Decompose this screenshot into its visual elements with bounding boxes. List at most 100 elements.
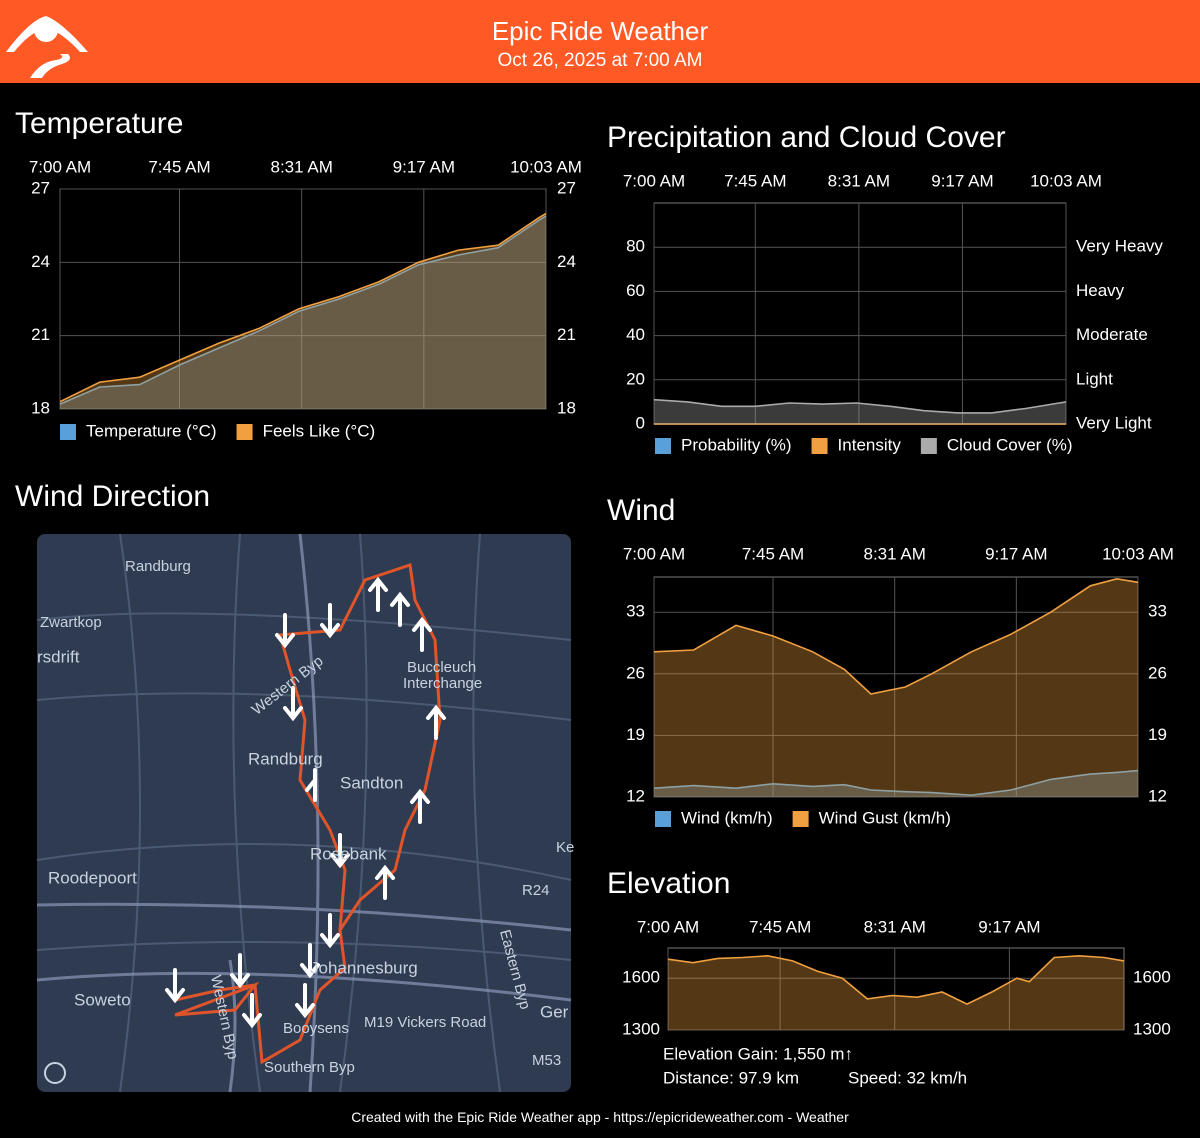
map-title: Wind Direction — [15, 480, 210, 513]
map-label: Soweto — [74, 990, 131, 1009]
area — [60, 215, 546, 409]
y2-tick-label: Very Light — [1076, 413, 1152, 432]
footer-text: Created with the Epic Ride Weather app -… — [351, 1109, 796, 1125]
y-tick-label-right: 18 — [557, 398, 576, 417]
map-label: Zwartkop — [40, 614, 102, 631]
legend-label: Intensity — [838, 435, 902, 454]
x-tick-label: 7:00 AM — [637, 917, 699, 936]
y-tick-label: 19 — [626, 725, 645, 744]
line — [653, 398, 1067, 414]
footer-brand: Weather — [796, 1109, 849, 1125]
map: Randburg Zwartkop rsdrift Buccleuch Inte… — [36, 533, 574, 1093]
x-tick-label: 9:17 AM — [978, 917, 1040, 936]
annotation: Speed: 32 km/h — [848, 1068, 967, 1087]
map-label: Randburg — [125, 558, 191, 575]
plot-area — [653, 202, 1067, 425]
x-tick-label: 7:45 AM — [724, 171, 786, 190]
map-label: Ger — [540, 1002, 569, 1021]
map-label: rsdrift — [37, 647, 80, 666]
y-tick-label: 80 — [626, 237, 645, 256]
x-tick-label: 8:31 AM — [828, 171, 890, 190]
area — [654, 399, 1066, 424]
legend-swatch — [655, 438, 671, 454]
header-bar — [0, 0, 1200, 83]
line — [653, 769, 1139, 797]
y-tick-label-right: 27 — [557, 178, 576, 197]
y-tick-label-right: 24 — [557, 252, 576, 271]
map-label: Sandton — [340, 773, 403, 792]
y-tick-label-right: 21 — [557, 325, 576, 344]
y-tick-label-right: 33 — [1148, 602, 1167, 621]
x-tick-label: 8:31 AM — [864, 917, 926, 936]
y-tick-label: 60 — [626, 281, 645, 300]
area — [668, 955, 1124, 1030]
legend-label: Probability (%) — [681, 435, 792, 454]
map-label: M19 Vickers Road — [364, 1014, 486, 1031]
y-tick-label-right: 12 — [1148, 786, 1167, 805]
x-tick-label: 8:31 AM — [270, 157, 332, 176]
y-tick-label: 18 — [31, 398, 50, 417]
annotation: Distance: 97.9 km — [663, 1068, 799, 1087]
x-tick-label: 7:45 AM — [742, 544, 804, 563]
legend-item: Cloud Cover (%) — [920, 435, 1073, 454]
y-tick-label: 24 — [31, 252, 50, 271]
y2-tick-label: Moderate — [1076, 325, 1148, 344]
x-tick-label: 9:17 AM — [985, 544, 1047, 563]
legend-label: Temperature (°C) — [86, 421, 217, 440]
y-tick-label: 33 — [626, 602, 645, 621]
header-title: Epic Ride Weather — [492, 16, 709, 46]
legend-swatch — [792, 811, 809, 827]
map-label: Rosebank — [310, 844, 387, 863]
map-label: Booysens — [283, 1020, 349, 1037]
legend-swatch — [655, 811, 671, 827]
map-label: Southern Byp — [264, 1059, 355, 1076]
line — [59, 215, 547, 405]
x-tick-label: 9:17 AM — [931, 171, 993, 190]
header-subtitle: Oct 26, 2025 at 7:00 AM — [498, 50, 703, 71]
map-label: M53 — [532, 1052, 561, 1069]
legend-item: Probability (%) — [655, 435, 792, 454]
map-label: Interchange — [403, 675, 482, 692]
legend-label: Feels Like (°C) — [263, 421, 376, 440]
legend-label: Cloud Cover (%) — [947, 435, 1073, 454]
y-tick-label: 0 — [636, 413, 645, 432]
legend-swatch — [920, 438, 937, 454]
x-tick-label: 10:03 AM — [1102, 544, 1174, 563]
y2-tick-label: Very Heavy — [1076, 237, 1163, 256]
x-tick-label: 10:03 AM — [1030, 171, 1102, 190]
legend-item: Feels Like (°C) — [236, 421, 376, 440]
y2-tick-label: Light — [1076, 369, 1113, 388]
legend-item: Intensity — [811, 435, 902, 454]
area — [654, 578, 1138, 797]
map-label: R24 — [522, 882, 550, 899]
y-tick-label: 40 — [626, 325, 645, 344]
y-tick-label-right: 26 — [1148, 663, 1167, 682]
line — [667, 954, 1125, 1005]
y-tick-label-right: 19 — [1148, 725, 1167, 744]
legend-swatch — [60, 424, 76, 440]
area — [654, 770, 1138, 797]
x-tick-label: 8:31 AM — [863, 544, 925, 563]
chart-title: Temperature — [15, 107, 183, 140]
legend-label: Wind (km/h) — [681, 808, 773, 827]
legend-item: Wind Gust (km/h) — [792, 808, 951, 827]
line — [653, 577, 1139, 695]
chart-title: Wind — [607, 494, 675, 527]
legend-item: Temperature (°C) — [60, 421, 217, 440]
y-tick-label: 1300 — [622, 1019, 660, 1038]
map-label: Johannesburg — [310, 958, 418, 977]
map-label: Buccleuch — [407, 659, 476, 676]
x-tick-label: 9:17 AM — [393, 157, 455, 176]
legend-swatch — [236, 424, 253, 440]
y-tick-label: 21 — [31, 325, 50, 344]
legend-label: Wind Gust (km/h) — [819, 808, 951, 827]
y-tick-label: 1600 — [622, 968, 660, 987]
y-tick-label: 26 — [626, 663, 645, 682]
chart-title: Precipitation and Cloud Cover — [607, 121, 1006, 154]
y-tick-label: 12 — [626, 786, 645, 805]
y2-tick-label: Heavy — [1076, 281, 1125, 300]
plot-area — [59, 188, 547, 410]
x-tick-label: 10:03 AM — [510, 157, 582, 176]
x-tick-label: 7:45 AM — [749, 917, 811, 936]
